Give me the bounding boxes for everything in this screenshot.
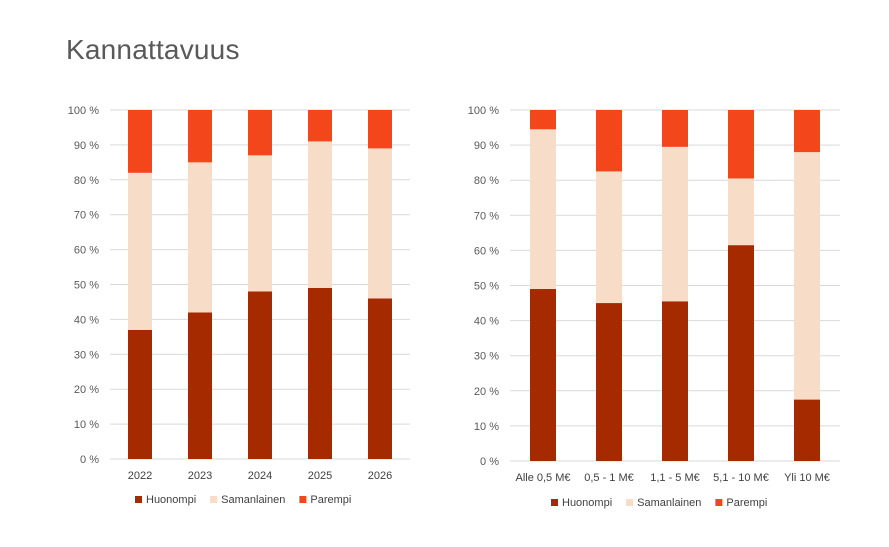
legend-label: Samanlainen: [637, 497, 701, 509]
bar-segment: [368, 298, 392, 459]
x-category-label: 2023: [188, 470, 212, 482]
bar-segment: [128, 329, 152, 459]
page-title: Kannattavuus: [66, 34, 240, 65]
bar-segment: [248, 110, 272, 156]
y-tick-label: 50 %: [74, 280, 99, 292]
bar-segment: [530, 289, 556, 461]
bar-segment: [188, 162, 212, 313]
bar-segment: [794, 110, 820, 153]
y-tick-label: 20 %: [474, 386, 499, 398]
legend-label: Parempi: [310, 494, 351, 506]
legend-swatch: [551, 499, 558, 506]
chart-1: 0 % 10 % 20 % 30 % 40 % 50 % 60 % 70 % 80 % 90 % 1…: [68, 105, 410, 506]
legend-label: Parempi: [726, 497, 767, 509]
bar-segment: [530, 129, 556, 290]
bar-segment: [662, 146, 688, 302]
legend-label: Huonompi: [562, 497, 612, 509]
chart-2: 0 % 10 % 20 % 30 % 40 % 50 % 60 % 70 % 80 % 90 % 1…: [468, 105, 840, 509]
bar-segment: [188, 110, 212, 163]
legend-swatch: [210, 496, 218, 503]
bar-segment: [662, 110, 688, 147]
x-category-label: 0,5 - 1 M€: [584, 472, 634, 484]
y-tick-label: 80 %: [474, 175, 499, 187]
x-category-label: Alle 0,5 M€: [515, 472, 570, 484]
y-tick-label: 10 %: [474, 421, 499, 433]
y-tick-label: 60 %: [474, 245, 499, 257]
bar-segment: [728, 178, 754, 246]
bar-segment: [794, 399, 820, 461]
x-category-label: 2025: [308, 470, 332, 482]
x-category-label: 2024: [248, 470, 272, 482]
legend-swatch: [715, 499, 723, 506]
bar-segment: [530, 110, 556, 130]
y-tick-label: 0 %: [80, 454, 99, 466]
bar-segment: [596, 110, 622, 172]
y-tick-label: 90 %: [74, 140, 99, 152]
y-tick-label: 80 %: [74, 175, 99, 187]
bar-segment: [248, 291, 272, 459]
y-tick-label: 40 %: [74, 314, 99, 326]
y-tick-label: 30 %: [74, 349, 99, 361]
x-category-label: Yli 10 M€: [784, 472, 830, 484]
y-tick-label: 60 %: [74, 245, 99, 257]
x-category-label: 1,1 - 5 M€: [650, 472, 700, 484]
bar-segment: [368, 148, 392, 299]
legend-swatch: [135, 496, 142, 503]
y-tick-label: 0 %: [480, 456, 499, 468]
bar-segment: [248, 155, 272, 292]
bar-segment: [188, 312, 212, 459]
y-tick-label: 100 %: [68, 105, 99, 117]
bar-segment: [596, 171, 622, 304]
legend-label: Huonompi: [146, 494, 196, 506]
legend-swatch: [299, 496, 307, 503]
x-category-label: 2022: [128, 470, 152, 482]
bar-segment: [368, 110, 392, 149]
y-tick-label: 100 %: [468, 105, 499, 117]
x-category-label: 2026: [368, 470, 392, 482]
x-category-label: 5,1 - 10 M€: [713, 472, 769, 484]
y-tick-label: 50 %: [474, 281, 499, 293]
y-tick-label: 90 %: [474, 140, 499, 152]
y-tick-label: 20 %: [74, 384, 99, 396]
bar-segment: [794, 152, 820, 400]
bar-segment: [662, 301, 688, 461]
legend-label: Samanlainen: [221, 494, 285, 506]
y-tick-label: 40 %: [474, 316, 499, 328]
bar-segment: [308, 287, 332, 459]
bar-segment: [128, 172, 152, 330]
bar-segment: [728, 110, 754, 179]
y-tick-label: 70 %: [474, 210, 499, 222]
bar-segment: [596, 303, 622, 461]
bar-segment: [308, 141, 332, 288]
bar-segment: [308, 110, 332, 142]
y-tick-label: 70 %: [74, 210, 99, 222]
y-tick-label: 10 %: [74, 419, 99, 431]
bar-segment: [728, 245, 754, 461]
legend-swatch: [626, 499, 634, 506]
y-tick-label: 30 %: [474, 351, 499, 363]
bar-segment: [128, 110, 152, 173]
